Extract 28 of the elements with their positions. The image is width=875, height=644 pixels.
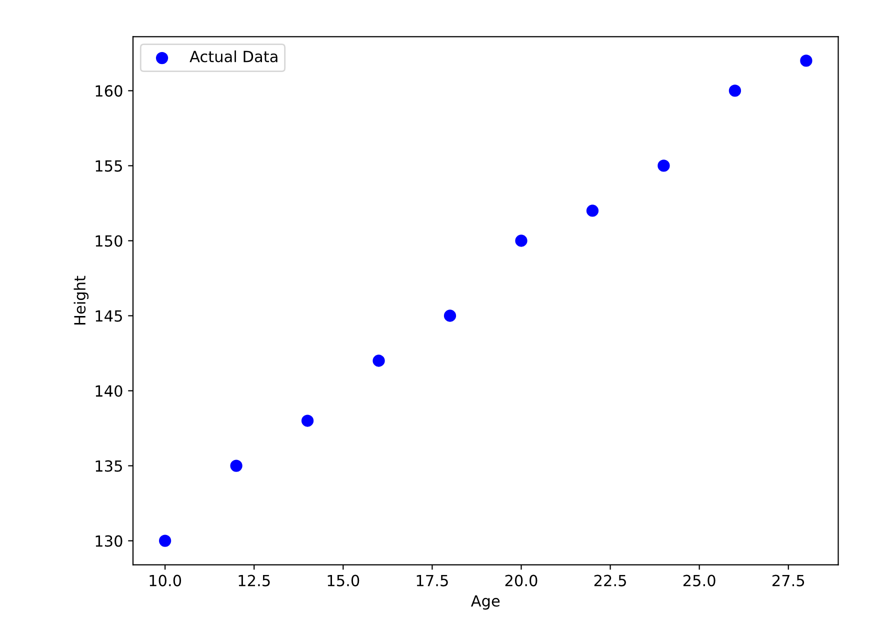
y-tick-label: 140: [96, 385, 122, 397]
y-tick-label: 155: [96, 160, 122, 172]
x-tick-label: 20.0: [505, 574, 538, 586]
point: [444, 310, 456, 322]
point: [658, 160, 670, 172]
y-axis-title: Height: [74, 276, 89, 324]
x-tick-label: 15.0: [328, 574, 360, 586]
x-tick-label: 17.5: [416, 574, 448, 586]
x-tick-label: 27.5: [772, 574, 804, 586]
point: [728, 84, 742, 97]
x-tick-label: 12.5: [238, 574, 270, 586]
x-tick-label: 10.0: [150, 574, 182, 586]
y-tick-label: 135: [96, 460, 122, 472]
x-tick-label: 25.0: [683, 574, 716, 586]
x-axis-title: Age: [470, 595, 500, 610]
point: [800, 54, 812, 67]
y-tick-label: 160: [96, 85, 122, 97]
x-tick-label: 22.5: [594, 574, 626, 586]
point: [230, 460, 242, 472]
y-tick-label: 130: [96, 535, 122, 547]
legend-label: Actual Data: [190, 50, 278, 62]
y-tick-label: 150: [96, 235, 122, 247]
point: [586, 204, 599, 217]
point: [301, 414, 314, 427]
point: [515, 234, 528, 247]
y-tick-label: 145: [96, 310, 122, 322]
point: [158, 534, 172, 547]
point: [372, 354, 385, 367]
